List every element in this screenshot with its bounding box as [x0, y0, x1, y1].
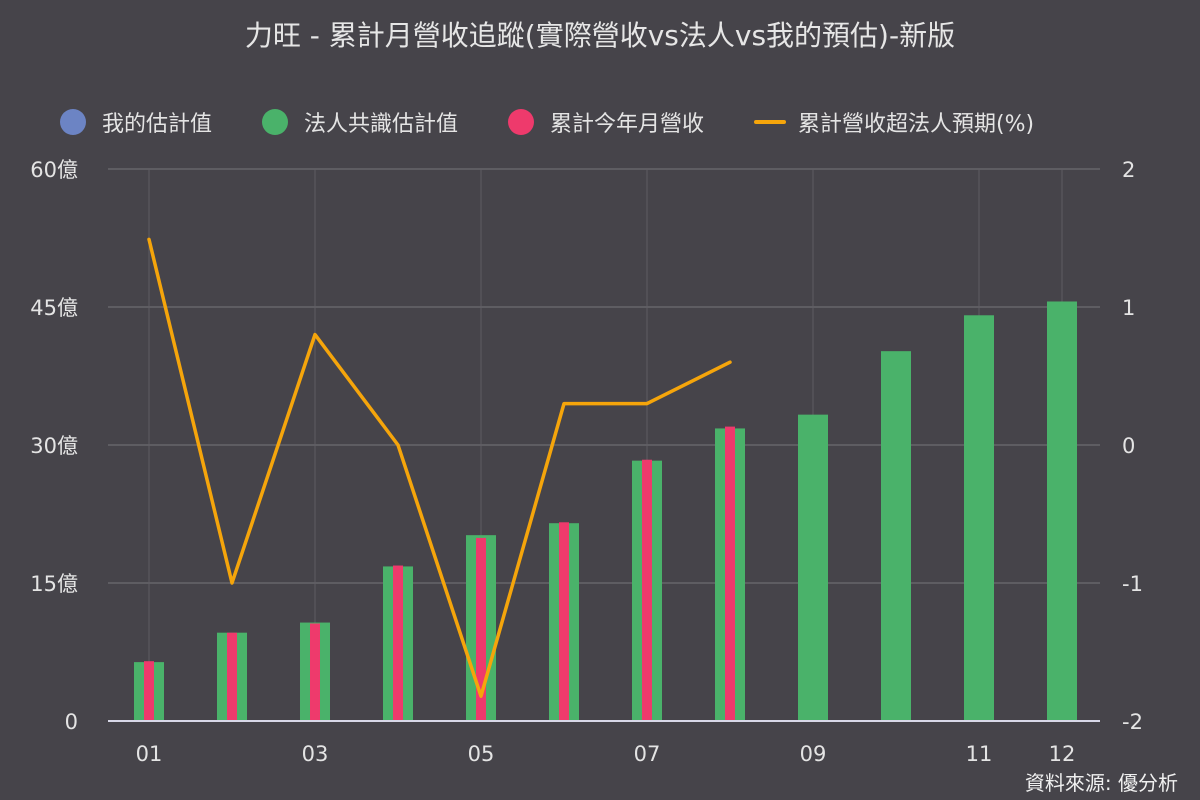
legend-item-consensus[interactable]: 法人共識估計值 — [262, 106, 458, 138]
x-tick-label: 07 — [634, 742, 661, 766]
legend-marker-my-estimate — [60, 109, 86, 135]
bar-consensus-estimate — [798, 414, 828, 721]
bar-actual-revenue — [559, 522, 569, 721]
legend-marker-actual-revenue — [508, 109, 535, 135]
source-label: 資料來源: 優分析 — [1024, 771, 1178, 795]
legend-item-my-estimate[interactable]: 我的估計值 — [60, 106, 212, 138]
legend-item-beat-ratio[interactable]: 累計營收超法人預期(%) — [754, 106, 1034, 138]
x-tick-label: 09 — [800, 742, 827, 766]
x-tick-label: 11 — [966, 742, 993, 766]
x-tick-label: 05 — [468, 742, 495, 766]
line-beat-ratio — [147, 237, 732, 698]
bar-consensus-estimate — [881, 351, 911, 721]
y-left-tick-label: 60億 — [30, 158, 78, 182]
bar-actual-revenue — [310, 623, 320, 721]
chart-legend: 我的估計值 法人共識估計值 累計今年月營收 累計營收超法人預期(%) — [60, 104, 1034, 140]
y-right-tick-label: 1 — [1122, 296, 1135, 320]
y-left-tick-label: 45億 — [30, 296, 78, 320]
legend-label-beat-ratio: 累計營收超法人預期(%) — [798, 112, 1035, 137]
bar-actual-revenue — [642, 459, 652, 721]
legend-label-my-estimate: 我的估計值 — [102, 112, 213, 137]
bar-consensus-estimate — [964, 315, 994, 721]
x-tick-label: 03 — [302, 742, 329, 766]
bar-actual-revenue — [144, 661, 154, 721]
bar-actual-revenue — [227, 632, 237, 721]
legend-label-consensus: 法人共識估計值 — [304, 112, 459, 137]
y-right-tick-label: -1 — [1122, 572, 1143, 596]
bar-actual-revenue — [725, 426, 735, 721]
y-left-tick-label: 15億 — [30, 572, 78, 596]
y-right-tick-label: -2 — [1122, 710, 1143, 734]
bar-actual-revenue — [393, 565, 403, 721]
legend-marker-beat-ratio — [754, 120, 787, 124]
bar-actual-revenue — [476, 537, 486, 721]
y-right-tick-label: 0 — [1122, 434, 1135, 458]
y-left-tick-label: 0 — [65, 710, 78, 734]
x-tick-label: 01 — [136, 742, 163, 766]
legend-label-actual-revenue: 累計今年月營收 — [550, 112, 705, 137]
y-right-tick-label: 2 — [1122, 158, 1135, 182]
y-left-tick-label: 30億 — [30, 434, 78, 458]
legend-item-actual-revenue[interactable]: 累計今年月營收 — [508, 106, 704, 138]
chart-title: 力旺 - 累計月營收追蹤(實際營收vs法人vs我的預估)-新版 — [244, 19, 956, 52]
legend-marker-consensus — [262, 109, 289, 135]
bar-consensus-estimate — [1047, 301, 1077, 721]
x-tick-label: 12 — [1049, 742, 1076, 766]
